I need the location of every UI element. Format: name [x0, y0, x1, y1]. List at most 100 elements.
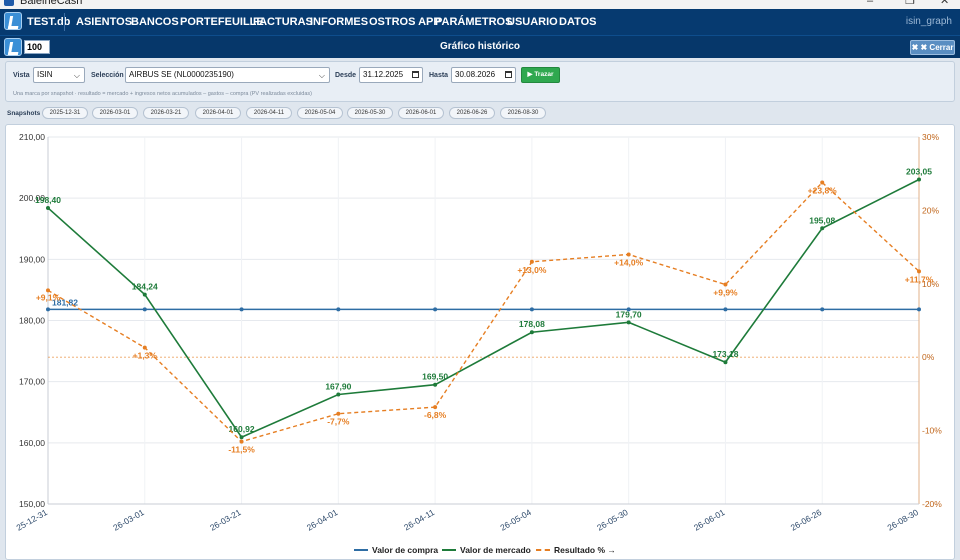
chart-hint: Una marca por snapshot · resultado = mer…	[13, 91, 312, 97]
desde-value: 31.12.2025	[363, 70, 404, 79]
snapshot-chip[interactable]: 2026-05-04	[297, 107, 343, 119]
y-left-tick-label: 210,00	[19, 132, 45, 142]
restore-icon[interactable]: ❐	[905, 0, 915, 7]
x-tick-label: 26-04-11	[402, 507, 436, 532]
menu-facturas[interactable]: FACTURAS	[253, 16, 313, 28]
seleccion-label: Selección	[91, 72, 124, 79]
seleccion-select[interactable]: AIRBUS SE (NL0000235190) ⌵	[125, 67, 330, 83]
menu-datos[interactable]: DATOS	[559, 16, 597, 28]
snapshot-chip[interactable]: 2025-12-31	[42, 107, 88, 119]
legend-label: Valor de compra	[372, 545, 439, 555]
x-tick-label: 26-04-01	[305, 507, 340, 533]
label-valor-mercado: 167,90	[325, 382, 351, 392]
snapshot-chip[interactable]: 2026-03-01	[92, 107, 138, 119]
hasta-value: 30.08.2026	[455, 70, 496, 79]
window-titlebar: BaleineCash – ❐ ✕	[0, 0, 960, 9]
chevron-down-icon: ⌵	[73, 71, 80, 80]
filter-panel: Vista ISIN ⌵ Selección AIRBUS SE (NL0000…	[5, 61, 955, 102]
x-tick-label: 26-03-21	[208, 507, 243, 533]
seleccion-value: AIRBUS SE (NL0000235190)	[129, 70, 234, 79]
menu-parametros[interactable]: PARÁMETROS	[435, 16, 513, 28]
menu-bancos[interactable]: BANCOS	[131, 16, 179, 28]
point-valor-compra	[239, 307, 244, 312]
legend-swatch	[536, 548, 550, 551]
chart-panel: 150,00 160,00 170,00 180,00 190,00 200,00 210,…	[5, 124, 955, 560]
close-button[interactable]: ✖ ✖ Cerrar	[910, 40, 955, 55]
window-close-icon[interactable]: ✕	[940, 0, 950, 7]
snapshot-chip[interactable]: 2026-08-30	[500, 107, 546, 119]
label-valor-mercado: 203,05	[906, 167, 932, 177]
label-valor-mercado: 178,08	[519, 319, 545, 329]
legend-valor-mercado[interactable]: Valor de mercado	[442, 545, 531, 555]
snapshot-chip[interactable]: 2026-04-11	[246, 107, 292, 119]
calendar-icon[interactable]	[412, 71, 419, 78]
point-valor-mercado	[46, 205, 50, 210]
trazar-button[interactable]: ▶ Trazar	[521, 67, 560, 83]
menu-ostros-app[interactable]: OSTROS APP	[369, 16, 441, 28]
x-tick-label: 26-05-30	[595, 507, 630, 533]
label-valor-compra: 181,82	[52, 297, 78, 307]
point-resultado	[723, 282, 728, 287]
x-tick-label: 26-05-04	[498, 507, 533, 533]
point-valor-compra	[433, 307, 438, 312]
app-logo-icon[interactable]	[4, 12, 22, 30]
label-valor-mercado: 195,08	[809, 215, 835, 225]
snapshot-chip[interactable]: 2026-04-01	[195, 107, 241, 119]
hasta-label: Hasta	[429, 72, 449, 79]
page-toolbar: 100 Gráfico histórico ✖ ✖ Cerrar	[0, 35, 960, 58]
legend-label: Resultado % →	[554, 545, 616, 555]
context-name: isin_graph	[905, 16, 952, 27]
vista-select[interactable]: ISIN ⌵	[33, 67, 85, 83]
point-valor-compra	[723, 307, 728, 312]
label-resultado: -11,5%	[228, 445, 255, 455]
x-tick-label: 25-12-31	[15, 507, 50, 533]
desde-date-input[interactable]: 31.12.2025	[359, 67, 423, 83]
menubar-divider	[64, 13, 65, 31]
database-name: TEST.db	[27, 16, 71, 28]
point-valor-compra	[626, 307, 631, 312]
point-resultado	[142, 345, 147, 350]
point-resultado	[46, 288, 50, 293]
y-right-tick-label: 0%	[922, 352, 935, 362]
y-left-tick-label: 200,00	[19, 193, 45, 203]
snapshot-chip[interactable]: 2026-06-01	[398, 107, 444, 119]
y-left-tick-label: 170,00	[19, 377, 45, 387]
label-resultado: +23,8%	[808, 186, 838, 196]
point-valor-compra	[917, 307, 921, 312]
y-right-tick-label: 30%	[922, 132, 939, 142]
label-valor-mercado: 160,92	[229, 424, 255, 434]
x-tick-label: 26-06-26	[789, 507, 824, 533]
label-resultado: +9,1%	[36, 292, 61, 302]
minimize-icon[interactable]: –	[867, 0, 874, 7]
vista-label: Vista	[13, 72, 30, 79]
point-valor-compra	[529, 307, 534, 312]
label-resultado: +13,0%	[517, 265, 547, 275]
menu-usuario[interactable]: USUARIO	[507, 16, 558, 28]
line-resultado	[47, 181, 920, 443]
menu-portefeuille[interactable]: PORTEFEUILLE	[180, 16, 264, 28]
snapshot-chip[interactable]: 2026-03-21	[143, 107, 189, 119]
zoom-input[interactable]: 100	[24, 40, 50, 54]
point-valor-mercado	[239, 435, 244, 440]
home-logo-icon[interactable]	[4, 38, 22, 56]
point-valor-compra	[336, 307, 341, 312]
point-valor-mercado	[723, 360, 728, 365]
label-valor-mercado: 179,70	[616, 309, 642, 319]
x-tick-label: 26-03-01	[111, 507, 146, 533]
point-valor-mercado	[529, 330, 534, 335]
window-title: BaleineCash	[20, 0, 83, 7]
menu-informes[interactable]: INFORMES	[310, 16, 369, 28]
desde-label: Desde	[335, 72, 357, 79]
legend-valor-compra[interactable]: Valor de compra	[354, 545, 438, 555]
point-valor-compra	[46, 307, 50, 312]
hasta-date-input[interactable]: 30.08.2026	[451, 67, 516, 83]
label-resultado: +14,0%	[614, 257, 644, 267]
label-resultado: -6,8%	[424, 410, 447, 420]
snapshot-chip[interactable]: 2026-06-26	[449, 107, 495, 119]
snapshot-chip[interactable]: 2026-05-30	[347, 107, 393, 119]
y-left-tick-label: 180,00	[19, 316, 45, 326]
calendar-icon[interactable]	[505, 71, 512, 78]
menu-asientos[interactable]: ASIENTOS	[76, 16, 133, 28]
legend-resultado[interactable]: Resultado % →	[536, 545, 616, 555]
point-valor-mercado	[626, 320, 631, 325]
